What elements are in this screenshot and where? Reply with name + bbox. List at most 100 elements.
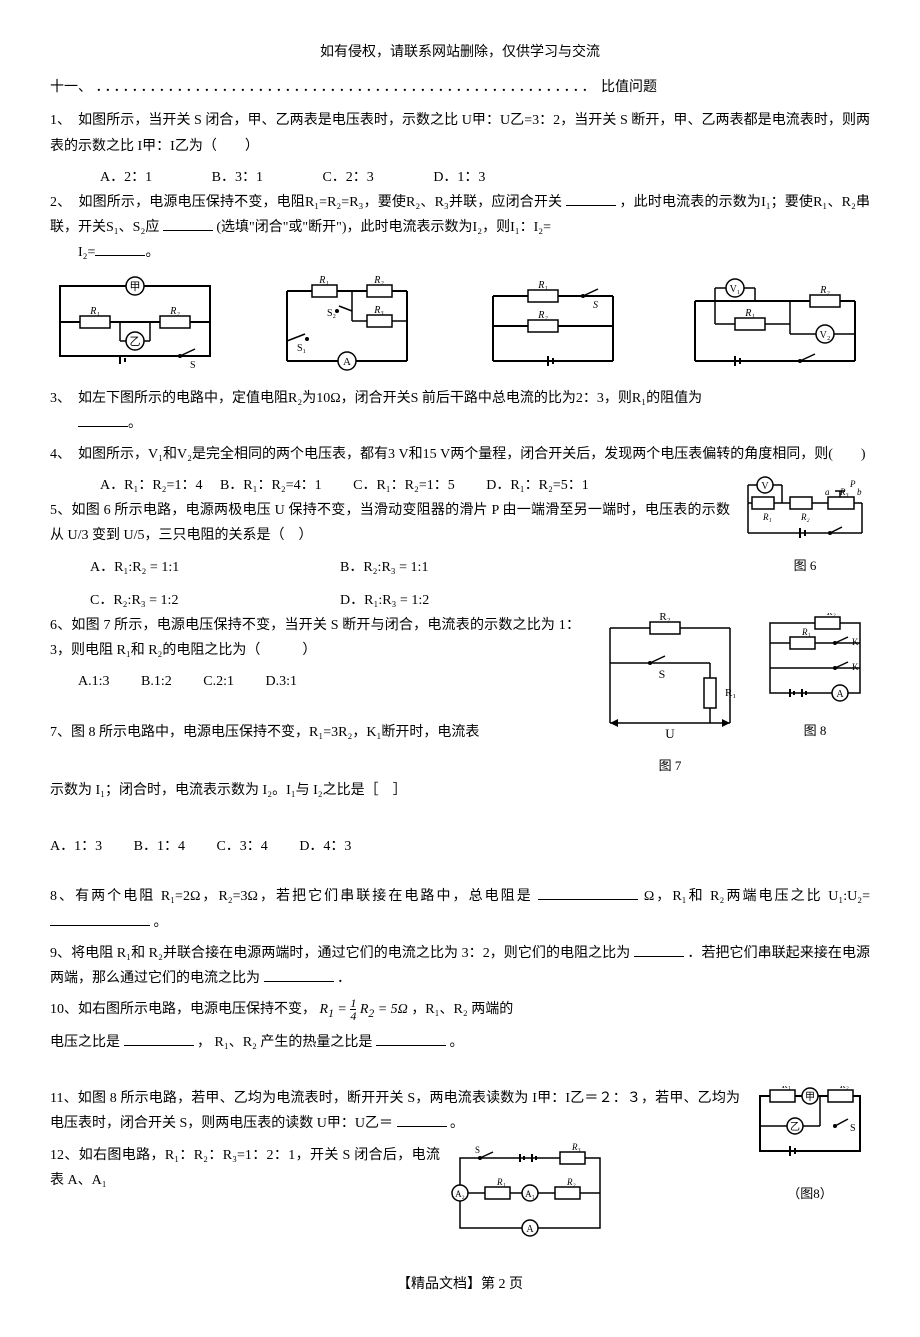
q4-opt-c: C．R₁：R₂=1：5	[353, 478, 455, 493]
q9-blank2[interactable]	[264, 967, 334, 982]
q1-opt-c: C．2：3	[322, 170, 373, 185]
q5-opt-a: A．R₁:R₂ = 1:1	[90, 560, 179, 575]
svg-text:S: S	[593, 300, 598, 311]
svg-text:S₁: S₁	[297, 343, 306, 354]
q6-opt-c: C.2:1	[203, 674, 234, 689]
q3-blank[interactable]	[78, 412, 128, 427]
q10-formula: R1 = 14 R2 = 5Ω	[320, 1002, 408, 1017]
svg-text:A: A	[526, 1224, 534, 1235]
page-footer: 【精品文档】第 2 页	[50, 1272, 870, 1297]
svg-text:R₃: R₃	[373, 305, 384, 316]
q5-opt-b: B．R₂:R₃ = 1:1	[340, 560, 428, 575]
svg-text:S₂: S₂	[327, 308, 336, 319]
q1-opt-a: A．2：1	[100, 170, 152, 185]
q4-opt-b: B．R₁：R₂=4：1	[220, 478, 322, 493]
q7-stem-a: 7、图 8 所示电路中，电源电压保持不变，R₁=3R₂，K₁断开时，电流表	[50, 725, 479, 740]
svg-text:A: A	[343, 356, 351, 368]
q3-b: 。	[128, 416, 142, 431]
svg-text:A₂: A₂	[455, 1189, 465, 1199]
q7-opt-b: B．1：4	[134, 839, 185, 854]
q1-stem: 如图所示，当开关 S 闭合，甲、乙两表是电压表时，示数之比 U甲：U乙=3：2，…	[50, 113, 870, 153]
question-2: 2、 如图所示，电源电压保持不变，电阻R₁=R₂=R₃，要使R₂、R₃并联，应闭…	[50, 190, 870, 266]
svg-text:R₁: R₁	[801, 627, 811, 637]
q9-c: ．	[337, 971, 351, 986]
dots: ．．．．．．．．．．．．．．．．．．．．．．．．．．．．．．．．．．．．．．．．…	[96, 80, 598, 95]
svg-text:R₁: R₁	[725, 687, 736, 699]
q3-a: 如左下图所示的电路中，定值电阻R₂为10Ω，闭合开关S 前后干路中总电流的比为2…	[78, 391, 702, 406]
svg-text:R₂: R₂	[839, 1086, 849, 1090]
question-3: 3、 如左下图所示的电路中，定值电阻R₂为10Ω，闭合开关S 前后干路中总电流的…	[50, 386, 870, 436]
svg-text:S: S	[850, 1123, 856, 1134]
q8-a: 8、有两个电阻 R₁=2Ω，R₂=3Ω，若把它们串联接在电路中，总电阻是	[50, 889, 533, 904]
q8-blank1[interactable]	[538, 885, 638, 900]
q6-opt-d: D.3:1	[265, 674, 297, 689]
svg-text:R₂: R₂	[373, 276, 384, 286]
q6-opt-b: B.1:2	[141, 674, 172, 689]
svg-text:R₁: R₁	[318, 276, 329, 286]
svg-text:b: b	[857, 487, 862, 497]
q6-stem: 6、如图 7 所示，电源电压保持不变，当开关 S 断开与闭合，电流表的示数之比为…	[50, 618, 580, 658]
q2-i2line: I₂=。	[50, 245, 159, 260]
q5-opt-c: C．R₂:R₃ = 1:2	[90, 593, 178, 608]
figure-6: V R₁ R₂ a R₃ b P 图 6	[740, 473, 870, 578]
svg-text:R₂: R₂	[169, 306, 180, 317]
svg-text:K₁: K₁	[852, 637, 862, 647]
section-topic: 比值问题	[601, 80, 657, 95]
svg-text:乙: 乙	[130, 335, 141, 348]
circuit-diagrams-row: 甲 R₁ R₂ 乙 S R₁ R₂ S₂ R₃	[50, 276, 870, 376]
q2-blank3[interactable]	[95, 241, 145, 256]
q2-blank1[interactable]	[566, 191, 616, 206]
q7-stem-b: 示数为 I₁；闭合时，电流表示数为 I₂。I₁与 I₂之比是［ ］	[50, 783, 407, 798]
q10-blank2[interactable]	[376, 1031, 446, 1046]
svg-text:R₁: R₁	[538, 280, 549, 291]
q12-stem: 12、如右图电路，R₁：R₂：R₃=1：2：1，开关 S 闭合后，电流表 A、A…	[50, 1148, 440, 1188]
circuit-diagram-2: R₁ R₂ S₂ R₃ S₁ A	[267, 276, 427, 376]
svg-text:K: K	[852, 662, 859, 672]
question-9: 9、将电阻 R₁和 R₂并联合接在电源两端时，通过它们的电流之比为 3：2，则它…	[50, 941, 870, 991]
question-1: 1、 如图所示，当开关 S 闭合，甲、乙两表是电压表时，示数之比 U甲：U乙=3…	[50, 108, 870, 158]
figure-8: R₂ R₁ K₁ K A 图 8	[760, 613, 870, 743]
q11-blank[interactable]	[397, 1112, 447, 1127]
circuit-diagram-3: R₁ S R₂	[473, 276, 633, 376]
svg-text:a: a	[825, 487, 830, 497]
q4-stem: 如图所示，V₁和V₂是完全相同的两个电压表，都有3 V和15 V两个量程，闭合开…	[78, 447, 866, 462]
q10-c: 电压之比是	[50, 1035, 120, 1050]
svg-text:A: A	[836, 689, 844, 700]
svg-text:R₁: R₁	[744, 308, 755, 319]
q10-d: ， R₁、R₂ 产生的热量之比是	[197, 1035, 372, 1050]
svg-text:U: U	[665, 726, 675, 741]
figure-7: R₂ S R₁ U 图 7	[590, 613, 750, 778]
fig8-label: 图 8	[760, 719, 870, 742]
svg-text:S: S	[190, 360, 196, 371]
svg-text:V₂: V₂	[820, 330, 831, 341]
svg-text:R₁: R₁	[762, 512, 772, 522]
question-4: 4、 如图所示，V₁和V₂是完全相同的两个电压表，都有3 V和15 V两个量程，…	[50, 442, 870, 467]
circuit-diagram-4: V₁ R₂ R₁ V₂	[680, 276, 870, 376]
q9-a: 9、将电阻 R₁和 R₂并联合接在电源两端时，通过它们的电流之比为 3：2，则它…	[50, 946, 630, 961]
q1-opt-b: B．3：1	[212, 170, 263, 185]
q4-opt-a: A．R₁：R₂=1：4	[100, 478, 202, 493]
q1-options: A．2：1 B．3：1 C．2：3 D．1：3	[50, 165, 870, 190]
question-10: 10、如右图所示电路，电源电压保持不变， R1 = 14 R2 = 5Ω ，R₁…	[50, 997, 870, 1024]
q7-opt-c: C．3：4	[216, 839, 267, 854]
q11-b: 。	[450, 1116, 464, 1131]
q8-b: Ω，R₁和 R₂两端电压之比 U₁:U₂=	[644, 889, 870, 904]
q10-line2: 电压之比是 ， R₁、R₂ 产生的热量之比是 。	[50, 1030, 870, 1055]
section-title-line: 十一、 ．．．．．．．．．．．．．．．．．．．．．．．．．．．．．．．．．．．．…	[50, 75, 870, 100]
q4-opt-d: D．R₁：R₂=5：1	[486, 478, 588, 493]
svg-text:甲: 甲	[805, 1092, 815, 1103]
q9-blank1[interactable]	[634, 942, 684, 957]
question-8: 8、有两个电阻 R₁=2Ω，R₂=3Ω，若把它们串联接在电路中，总电阻是 Ω，R…	[50, 884, 870, 934]
svg-text:V₁: V₁	[730, 284, 741, 295]
svg-text:A₁: A₁	[525, 1189, 535, 1199]
q10-blank1[interactable]	[124, 1031, 194, 1046]
svg-text:R₂: R₂	[819, 285, 830, 296]
svg-text:R₁: R₁	[496, 1177, 506, 1187]
q10-b: ，R₁、R₂ 两端的	[411, 1002, 513, 1017]
figure-q12: S R₃ A₂ R₁ A₁ R₂ A	[450, 1143, 610, 1252]
q2-d: 。	[145, 245, 159, 260]
svg-text:V: V	[761, 481, 769, 492]
svg-text:R₂: R₂	[566, 1177, 576, 1187]
q8-blank2[interactable]	[50, 911, 150, 926]
q2-blank2[interactable]	[163, 216, 213, 231]
